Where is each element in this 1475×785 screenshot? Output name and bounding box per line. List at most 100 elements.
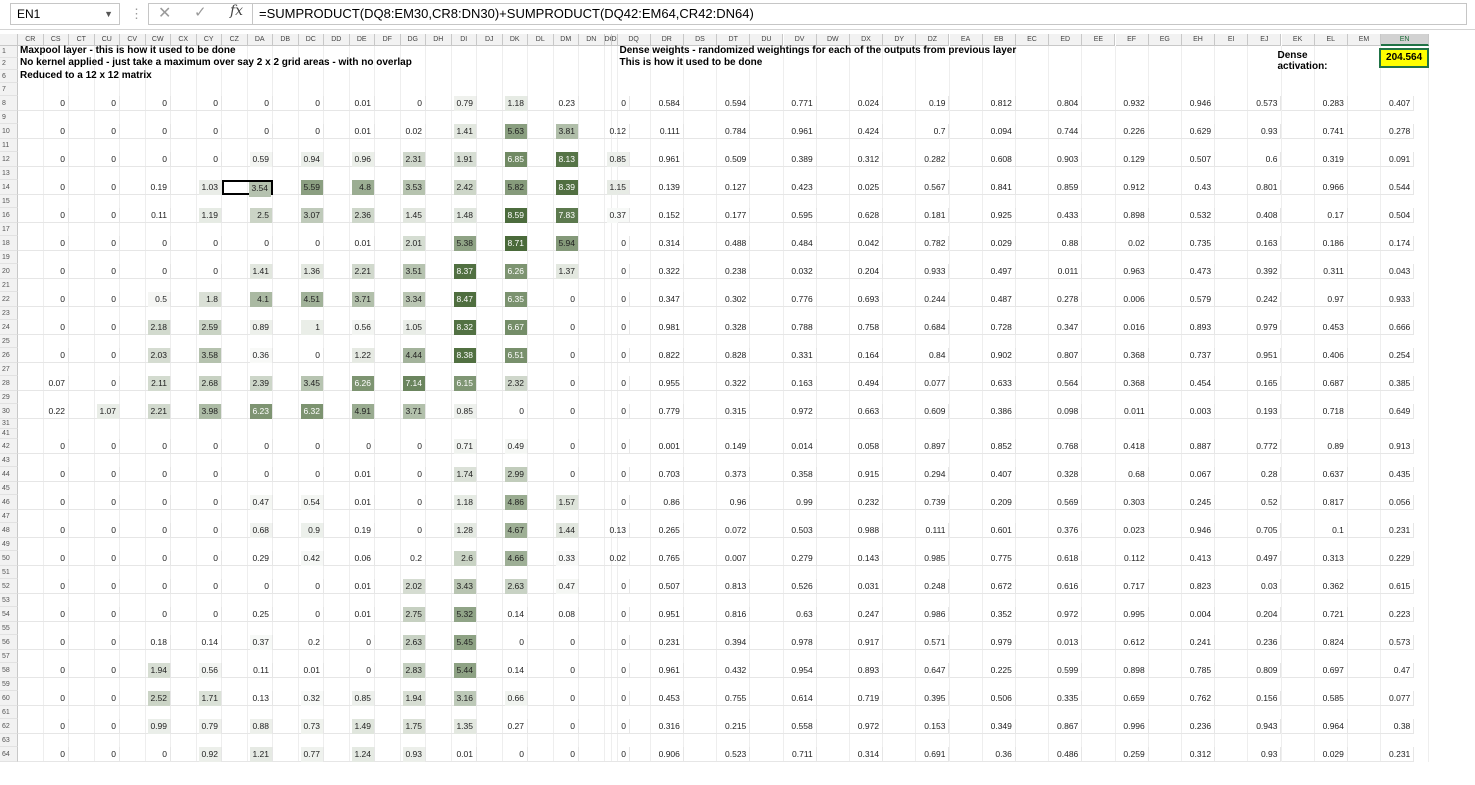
weight-cell[interactable]: 0.903 <box>1015 152 1083 167</box>
weight-cell[interactable]: 0.628 <box>816 208 884 223</box>
weight-cell[interactable]: 0.93 <box>1215 124 1282 139</box>
maxpool-cell[interactable]: 0 <box>324 663 375 678</box>
weight-cell[interactable]: 0.728 <box>949 320 1016 335</box>
column-header-cw[interactable]: CW <box>145 34 171 46</box>
weight-cell[interactable]: 0.486 <box>1015 747 1083 762</box>
weight-cell[interactable]: 0.38 <box>1347 719 1415 734</box>
weight-cell[interactable]: 0.779 <box>617 404 684 419</box>
column-header-di[interactable]: DI <box>451 34 477 46</box>
weight-cell[interactable]: 0.02 <box>1082 236 1149 251</box>
row-header-52[interactable]: 52 <box>0 579 18 594</box>
maxpool-cell[interactable]: 0 <box>579 348 630 363</box>
column-header-dj[interactable]: DJ <box>477 34 503 46</box>
row-header-43[interactable]: 43 <box>0 454 18 467</box>
weight-cell[interactable]: 0.666 <box>1347 320 1415 335</box>
column-header-ec[interactable]: EC <box>1015 34 1050 46</box>
weight-cell[interactable]: 0.84 <box>883 348 950 363</box>
maxpool-cell[interactable]: 0 <box>375 495 426 510</box>
maxpool-cell[interactable]: 0.59 <box>222 152 273 167</box>
weight-cell[interactable]: 0.972 <box>750 404 817 419</box>
maxpool-cell[interactable]: 0 <box>69 719 120 734</box>
maxpool-cell[interactable]: 0 <box>120 152 171 167</box>
weight-cell[interactable]: 0.526 <box>750 579 817 594</box>
maxpool-cell[interactable]: 0 <box>528 292 579 307</box>
weight-cell[interactable]: 0.567 <box>883 180 950 195</box>
weight-cell[interactable]: 0.762 <box>1148 691 1216 706</box>
column-header-ct[interactable]: CT <box>69 34 95 46</box>
column-header-da[interactable]: DA <box>247 34 273 46</box>
maxpool-cell[interactable]: 0 <box>69 96 120 111</box>
weight-cell[interactable]: 0.925 <box>949 208 1016 223</box>
row-header-54[interactable]: 54 <box>0 607 18 622</box>
maxpool-cell[interactable]: 5.63 <box>477 124 528 139</box>
weight-cell[interactable]: 0.181 <box>883 208 950 223</box>
weight-cell[interactable]: 0.349 <box>949 719 1016 734</box>
weight-cell[interactable]: 0.784 <box>683 124 751 139</box>
weight-cell[interactable]: 0.163 <box>750 376 817 391</box>
maxpool-cell[interactable]: 0 <box>579 404 630 419</box>
row-header-57[interactable]: 57 <box>0 650 18 663</box>
maxpool-cell[interactable]: 1.44 <box>528 523 579 538</box>
column-header-du[interactable]: DU <box>750 34 784 46</box>
weight-cell[interactable]: 0.294 <box>883 467 950 482</box>
weight-cell[interactable]: 0.771 <box>750 96 817 111</box>
weight-cell[interactable]: 0.955 <box>617 376 684 391</box>
maxpool-cell[interactable]: 3.07 <box>273 208 324 223</box>
weight-cell[interactable]: 0.659 <box>1082 691 1149 706</box>
weight-cell[interactable]: 0.17 <box>1281 208 1348 223</box>
weight-cell[interactable]: 0.007 <box>683 551 751 566</box>
row-header-28[interactable]: 28 <box>0 376 18 391</box>
maxpool-cell[interactable]: 0 <box>222 579 273 594</box>
maxpool-cell[interactable]: 0 <box>18 236 69 251</box>
maxpool-cell[interactable]: 4.67 <box>477 523 528 538</box>
weight-cell[interactable]: 0.279 <box>750 551 817 566</box>
column-header-df[interactable]: DF <box>375 34 401 46</box>
weight-cell[interactable]: 0.595 <box>750 208 817 223</box>
maxpool-cell[interactable]: 0 <box>273 348 324 363</box>
weight-cell[interactable]: 0.768 <box>1015 439 1083 454</box>
weight-cell[interactable]: 0.996 <box>1082 719 1149 734</box>
weight-cell[interactable]: 0.981 <box>617 320 684 335</box>
maxpool-cell[interactable]: 0 <box>579 495 630 510</box>
weight-cell[interactable]: 0.328 <box>1015 467 1083 482</box>
weight-cell[interactable]: 0.63 <box>750 607 817 622</box>
weight-cell[interactable]: 0.209 <box>949 495 1016 510</box>
row-header-19[interactable]: 19 <box>0 251 18 264</box>
weight-cell[interactable]: 0.703 <box>617 467 684 482</box>
maxpool-cell[interactable]: 0 <box>579 467 630 482</box>
weight-cell[interactable]: 0.988 <box>816 523 884 538</box>
weight-cell[interactable]: 0.152 <box>617 208 684 223</box>
weight-cell[interactable]: 0.413 <box>1148 551 1216 566</box>
weight-cell[interactable]: 0.386 <box>949 404 1016 419</box>
weight-cell[interactable]: 0.024 <box>816 96 884 111</box>
maxpool-cell[interactable]: 0 <box>171 236 222 251</box>
maxpool-cell[interactable]: 0.13 <box>222 691 273 706</box>
maxpool-cell[interactable]: 0 <box>579 292 630 307</box>
dense-activation-value[interactable]: 204.564 <box>1379 48 1430 68</box>
weight-cell[interactable]: 0.278 <box>1015 292 1083 307</box>
weight-cell[interactable]: 0.609 <box>883 404 950 419</box>
weight-cell[interactable]: 0.347 <box>617 292 684 307</box>
weight-cell[interactable]: 0.347 <box>1015 320 1083 335</box>
row-header-50[interactable]: 50 <box>0 551 18 566</box>
maxpool-cell[interactable]: 0.47 <box>222 495 273 510</box>
maxpool-cell[interactable]: 0.73 <box>273 719 324 734</box>
weight-cell[interactable]: 0.88 <box>1015 236 1083 251</box>
chevron-down-icon[interactable]: ▼ <box>104 9 113 19</box>
maxpool-cell[interactable]: 1.45 <box>375 208 426 223</box>
weight-cell[interactable]: 0.204 <box>816 264 884 279</box>
weight-cell[interactable]: 0.966 <box>1281 180 1348 195</box>
weight-cell[interactable]: 0.389 <box>750 152 817 167</box>
weight-cell[interactable]: 0.473 <box>1148 264 1216 279</box>
maxpool-cell[interactable]: 1.94 <box>120 663 171 678</box>
maxpool-cell[interactable]: 0 <box>18 579 69 594</box>
weight-cell[interactable]: 0.52 <box>1215 495 1282 510</box>
weight-cell[interactable]: 0.633 <box>949 376 1016 391</box>
maxpool-cell[interactable]: 1.57 <box>528 495 579 510</box>
column-header-dg[interactable]: DG <box>400 34 426 46</box>
maxpool-cell[interactable]: 0 <box>222 124 273 139</box>
maxpool-cell[interactable]: 4.44 <box>375 348 426 363</box>
weight-cell[interactable]: 0.912 <box>1082 180 1149 195</box>
weight-cell[interactable]: 0.99 <box>750 495 817 510</box>
weight-cell[interactable]: 0.163 <box>1215 236 1282 251</box>
